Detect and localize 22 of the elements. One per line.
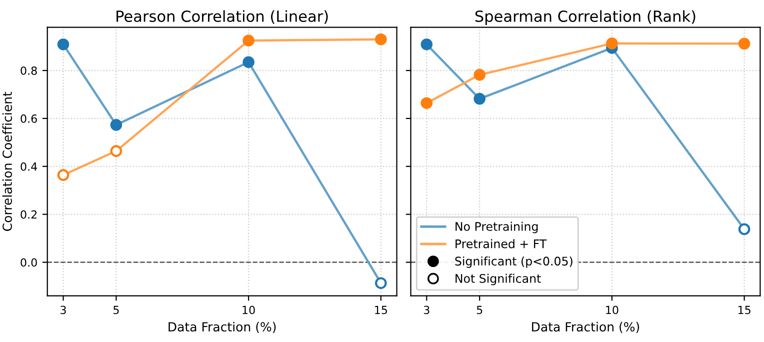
legend-label: No Pretraining [456, 222, 538, 234]
x-tick-label: 10 [606, 306, 618, 314]
y-axis-title: Correlation Coefficient [2, 92, 12, 231]
chart-title: Pearson Correlation (Linear) [116, 10, 328, 24]
x-axis-title: Data Fraction (%) [532, 322, 640, 334]
chart-title: Spearman Correlation (Rank) [475, 10, 696, 25]
y-tick-label: 0.0 [20, 258, 37, 267]
x-tick-label: 5 [114, 306, 119, 314]
y-tick-label: 0.2 [20, 210, 37, 219]
x-tick-label: 15 [375, 306, 387, 314]
annotation: Not Significant [456, 274, 541, 286]
annotation: Significant (p<0.05) [455, 256, 572, 268]
x-axis-title: Data Fraction (%) [168, 322, 276, 334]
legend-label: Pretrained + FT [456, 239, 547, 248]
x-tick-label: 15 [738, 306, 750, 314]
x-tick-label: 5 [476, 306, 482, 314]
y-tick-label: 0.6 [20, 114, 37, 123]
x-tick-label: 3 [424, 306, 430, 314]
x-tick-label: 3 [60, 306, 66, 314]
y-tick-label: 0.4 [20, 162, 38, 171]
x-tick-label: 10 [242, 306, 255, 314]
y-tick-label: 0.8 [20, 66, 37, 75]
